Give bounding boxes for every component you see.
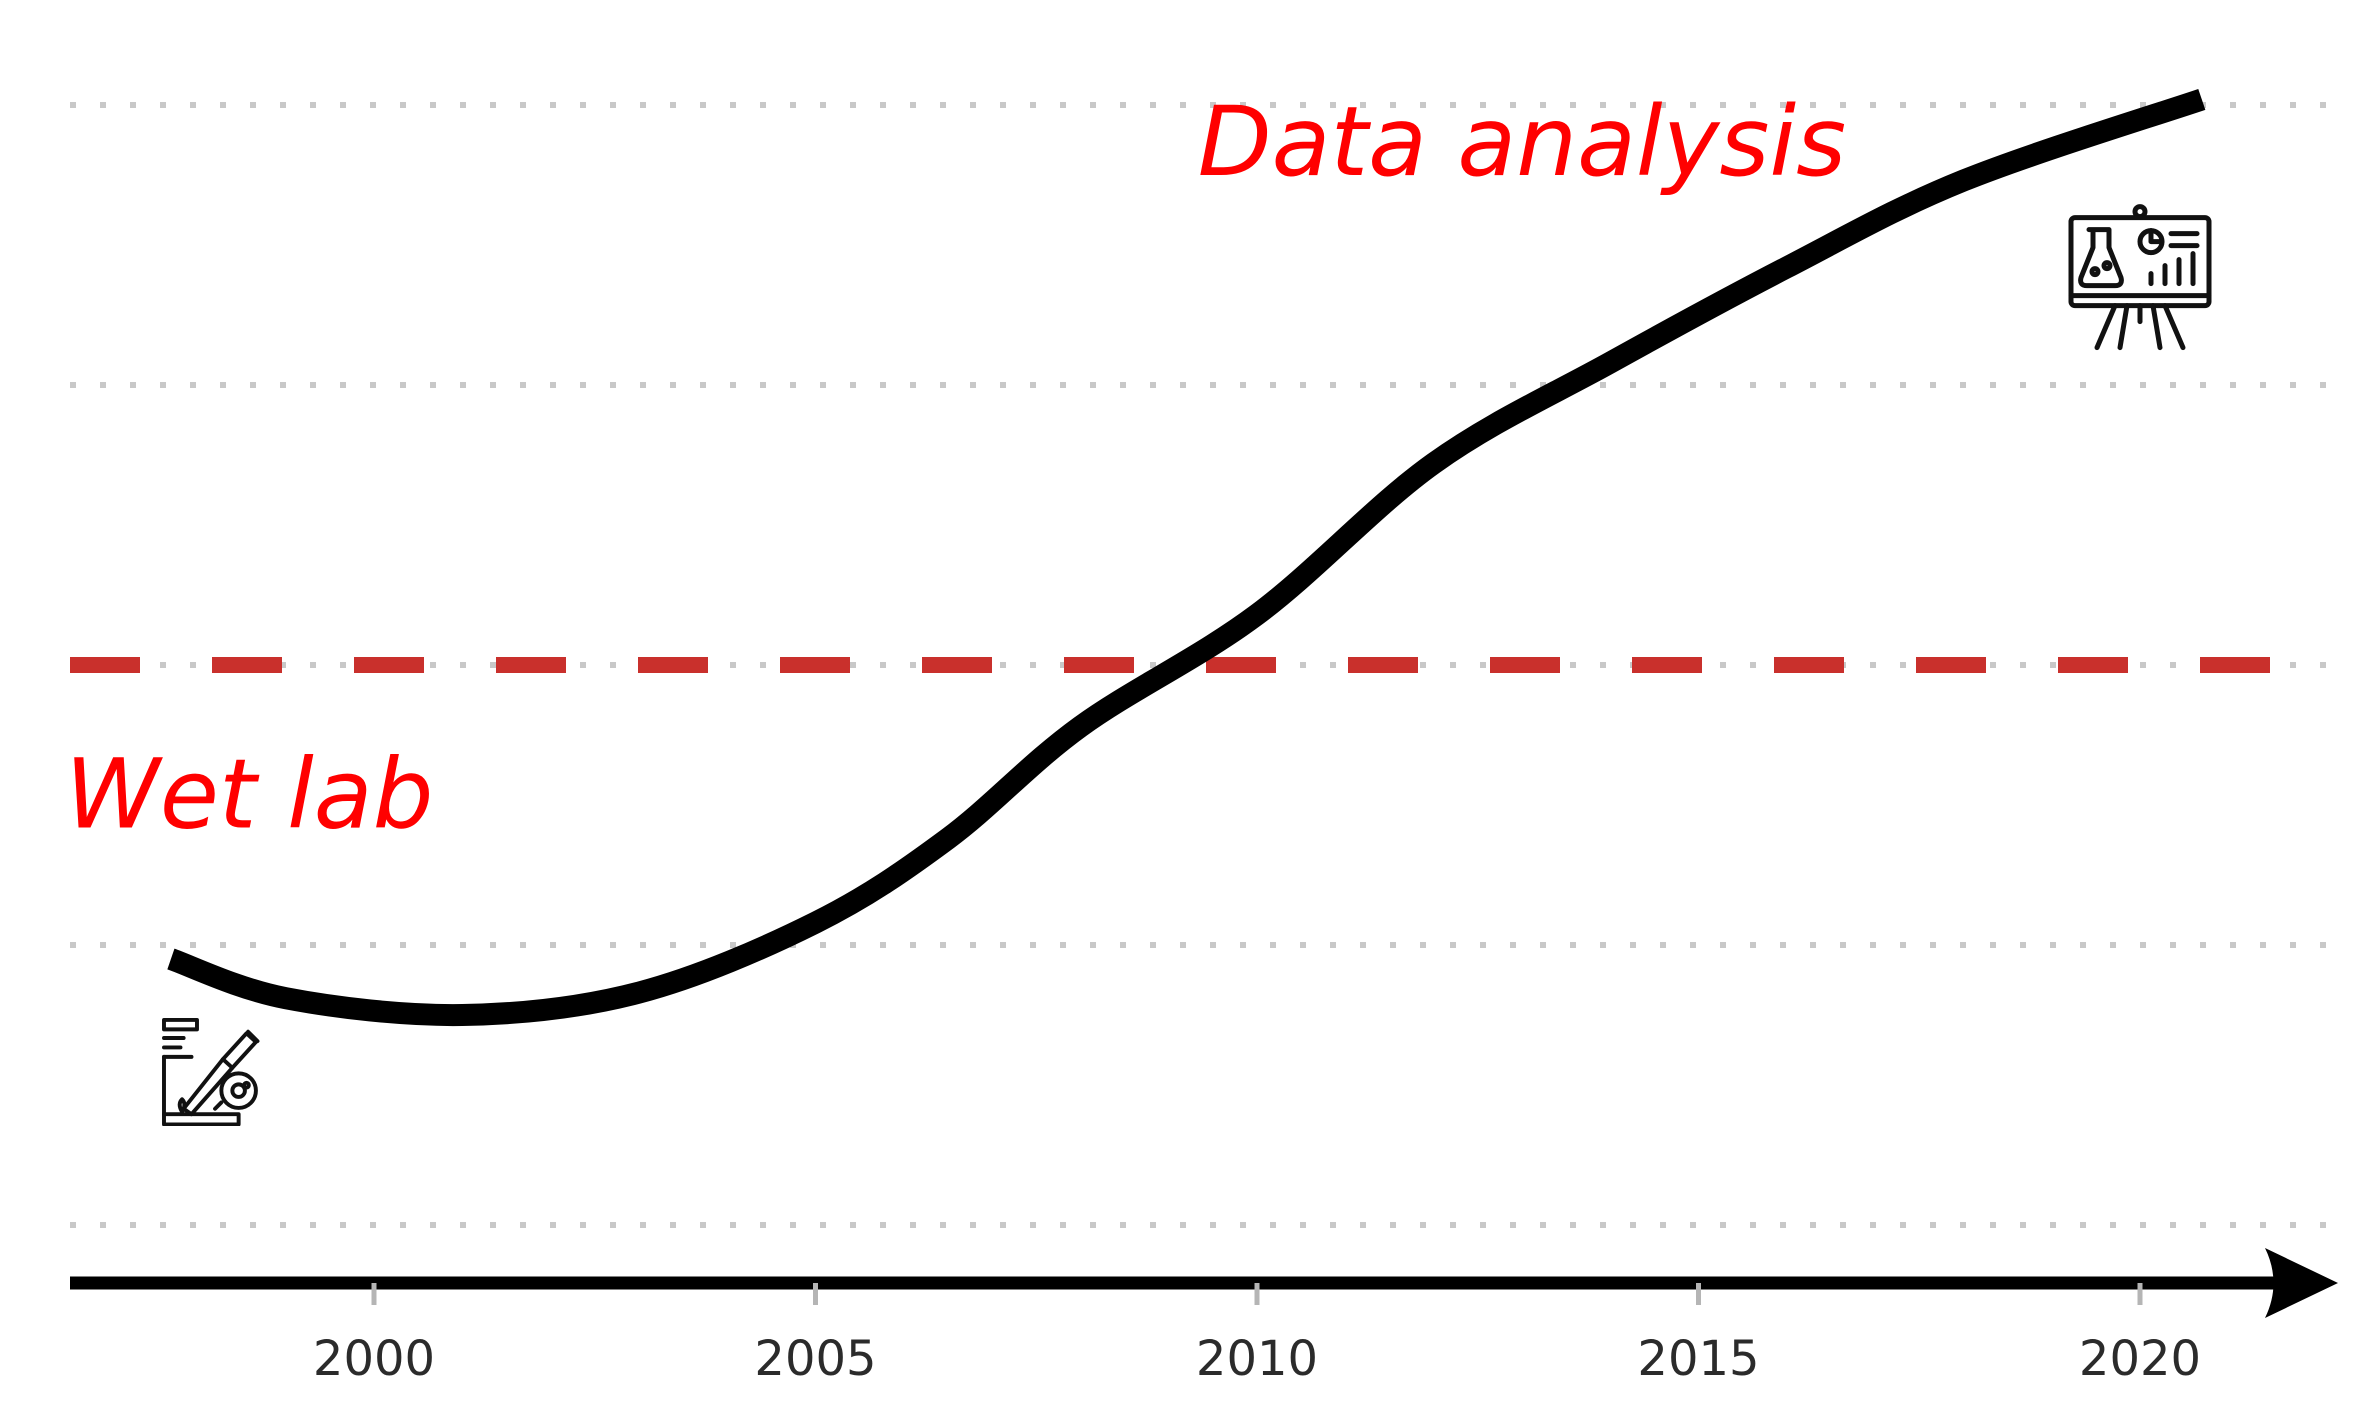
series-line — [167, 88, 2206, 1027]
x-tick-label: 2000 — [313, 1331, 435, 1387]
x-tick-label: 2020 — [2079, 1331, 2201, 1387]
lab-presentation-icon — [2071, 207, 2209, 348]
series-layer — [167, 88, 2206, 1027]
annotations: Data analysis Wet lab — [65, 86, 1846, 850]
lab-dropper-icon — [162, 1017, 260, 1126]
x-axis-arrowhead — [2265, 1248, 2338, 1318]
x-tick-label: 2010 — [1196, 1331, 1318, 1387]
annotation-wet-lab: Wet lab — [65, 738, 434, 850]
x-tick-label: 2015 — [1637, 1331, 1759, 1387]
x-tick-label: 2005 — [754, 1331, 876, 1387]
x-ticks — [371, 1283, 2143, 1305]
x-tick-labels: 2000 2005 2010 2015 2020 — [313, 1331, 2201, 1387]
x-axis — [70, 1248, 2338, 1318]
annotation-data-analysis: Data analysis — [1198, 86, 1846, 198]
